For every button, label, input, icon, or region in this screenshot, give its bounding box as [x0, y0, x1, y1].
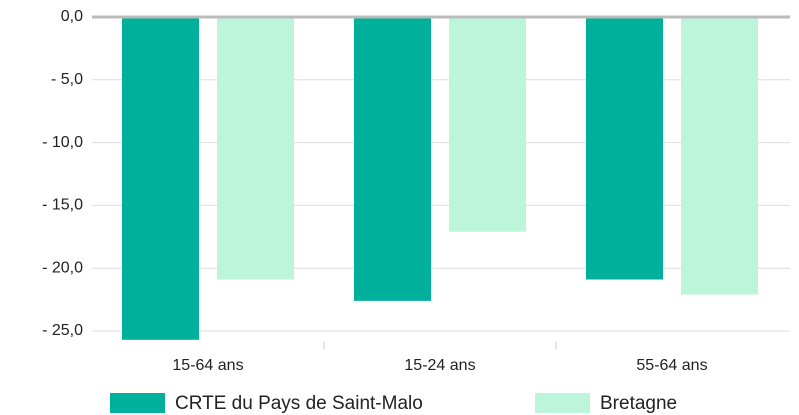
bar: [217, 17, 294, 280]
x-tick-label: 15-24 ans: [404, 357, 475, 374]
legend-label: Bretagne: [600, 393, 677, 414]
legend-swatch: [535, 393, 590, 413]
x-tick-label: 55-64 ans: [636, 357, 707, 374]
bar: [681, 17, 758, 295]
legend-swatch: [110, 393, 165, 413]
bar: [586, 17, 663, 280]
y-tick-label: - 20,0: [42, 259, 83, 276]
legend-label: CRTE du Pays de Saint-Malo: [175, 393, 423, 414]
bar: [122, 17, 199, 340]
y-tick-label: 0,0: [61, 8, 83, 25]
y-tick-label: - 15,0: [42, 197, 83, 214]
y-tick-label: - 5,0: [51, 71, 83, 88]
x-tick-label: 15-64 ans: [172, 357, 243, 374]
y-tick-label: - 25,0: [42, 322, 83, 339]
bar: [354, 17, 431, 301]
bar: [449, 17, 526, 232]
y-tick-label: - 10,0: [42, 134, 83, 151]
